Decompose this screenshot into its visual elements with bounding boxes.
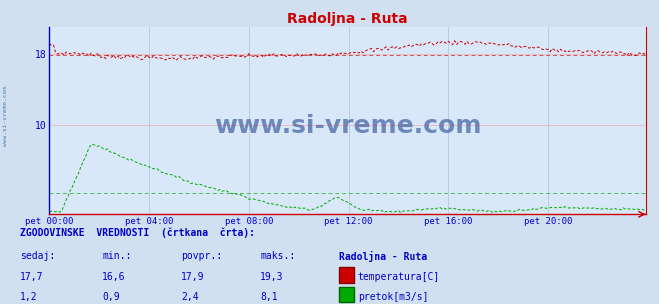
Text: 8,1: 8,1 [260, 292, 278, 302]
Text: www.si-vreme.com: www.si-vreme.com [3, 85, 8, 146]
Text: ZGODOVINSKE  VREDNOSTI  (črtkana  črta):: ZGODOVINSKE VREDNOSTI (črtkana črta): [20, 228, 255, 239]
Title: Radoljna - Ruta: Radoljna - Ruta [287, 12, 408, 26]
Text: Radoljna - Ruta: Radoljna - Ruta [339, 251, 428, 262]
Text: www.si-vreme.com: www.si-vreme.com [214, 114, 481, 138]
Text: 16,6: 16,6 [102, 272, 126, 282]
Text: 17,7: 17,7 [20, 272, 43, 282]
Text: 2,4: 2,4 [181, 292, 199, 302]
Text: 17,9: 17,9 [181, 272, 205, 282]
Text: pretok[m3/s]: pretok[m3/s] [358, 292, 428, 302]
Text: min.:: min.: [102, 251, 132, 261]
Text: 19,3: 19,3 [260, 272, 284, 282]
Text: povpr.:: povpr.: [181, 251, 222, 261]
Text: 1,2: 1,2 [20, 292, 38, 302]
Text: 0,9: 0,9 [102, 292, 120, 302]
Text: sedaj:: sedaj: [20, 251, 55, 261]
Text: maks.:: maks.: [260, 251, 295, 261]
Text: temperatura[C]: temperatura[C] [358, 272, 440, 282]
